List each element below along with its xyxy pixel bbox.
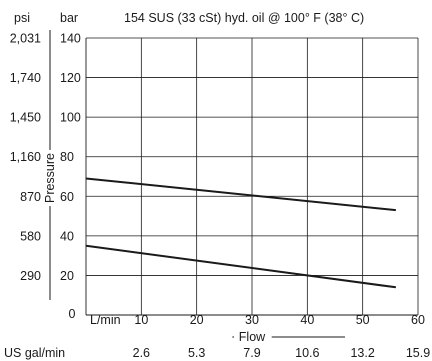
psi-tick-label-3: 1,160 (10, 150, 41, 164)
x-tick-label-zero: 0 (69, 307, 76, 321)
psi-tick-label-5: 1,740 (10, 71, 41, 85)
gpm-tick-label-3: 10.6 (295, 346, 319, 360)
bar-tick-label-100: 100 (60, 111, 81, 125)
grid-layer (42, 30, 419, 316)
bar-tick-label-120: 120 (60, 71, 81, 85)
x-tick-label-20: 20 (190, 313, 204, 327)
lpm-unit-label: L/min (90, 313, 121, 327)
bar-tick-label-20: 20 (60, 269, 74, 283)
psi-tick-label-6: 2,031 (10, 32, 41, 46)
series-line-2 (85, 244, 396, 289)
bar-tick-label-140: 140 (60, 32, 81, 46)
bar-tick-label-40: 40 (60, 229, 74, 243)
gpm-tick-label-2: 7.9 (243, 346, 260, 360)
gpm-tick-label-1: 5.3 (188, 346, 205, 360)
x-tick-label-60: 60 (411, 313, 425, 327)
gpm-unit-label: US gal/min (4, 346, 65, 360)
x-tick-label-10: 10 (134, 313, 148, 327)
series-line-1 (85, 177, 396, 212)
bar-tick-label-80: 80 (60, 150, 74, 164)
psi-tick-label-1: 580 (20, 229, 41, 243)
psi-tick-label-2: 870 (20, 190, 41, 204)
x-tick-label-30: 30 (245, 313, 259, 327)
psi-unit-label: psi (14, 11, 30, 25)
x-tick-label-40: 40 (300, 313, 314, 327)
flow-axis-title: Flow (239, 330, 266, 344)
pressure-axis-title: Pressure (43, 153, 57, 203)
tick-layer: 204060801001201402905808701,1601,4501,74… (10, 32, 430, 361)
gpm-tick-label-4: 13.2 (350, 346, 374, 360)
series-layer (85, 177, 396, 289)
bar-unit-label: bar (60, 11, 78, 25)
gpm-tick-label-0: 2.6 (133, 346, 150, 360)
gpm-tick-label-5: 15.9 (406, 346, 430, 360)
bar-tick-label-60: 60 (60, 190, 74, 204)
psi-tick-label-4: 1,450 (10, 111, 41, 125)
psi-tick-label-0: 290 (20, 269, 41, 283)
pressure-title-gap (42, 149, 58, 207)
x-tick-label-50: 50 (356, 313, 370, 327)
chart-title: 154 SUS (33 cSt) hyd. oil @ 100° F (38° … (124, 11, 364, 25)
